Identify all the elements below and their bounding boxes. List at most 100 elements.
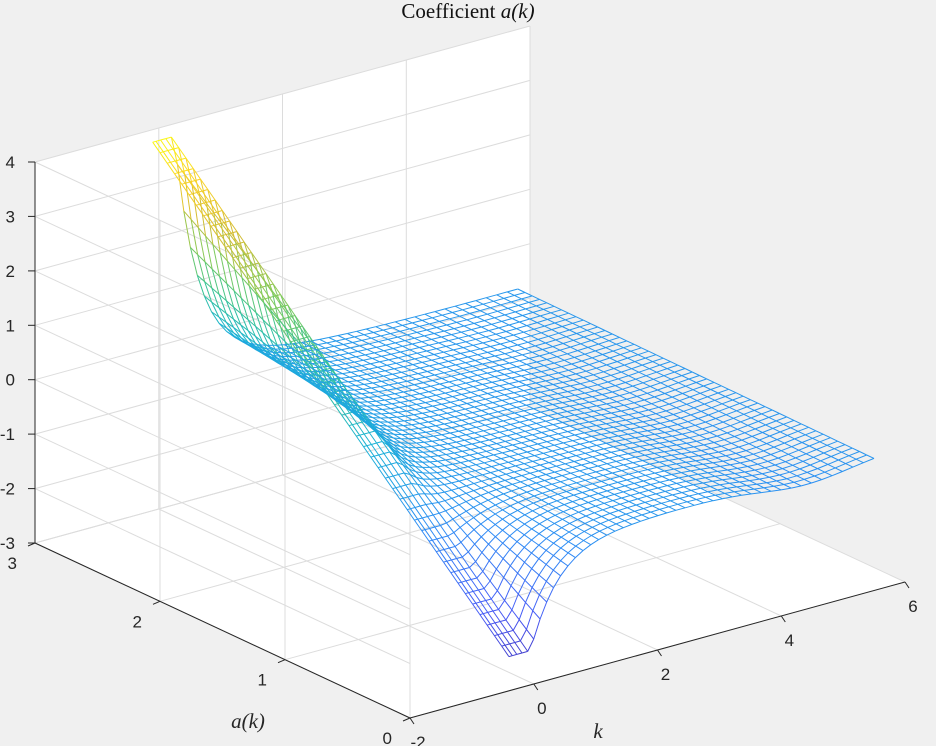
- mesh-line-const-k: [257, 346, 266, 352]
- mesh-line-const-a: [387, 388, 397, 391]
- mesh-line-const-k: [480, 601, 489, 613]
- mesh-line-const-k: [603, 371, 612, 376]
- mesh-line-const-k: [753, 453, 761, 459]
- mesh-line-const-a: [460, 350, 471, 354]
- mesh-line-const-k: [174, 173, 183, 185]
- mesh-line-const-a: [570, 383, 581, 387]
- mesh-line-const-a: [476, 313, 488, 318]
- mesh-line-const-k: [407, 459, 416, 467]
- mesh-line-const-a: [748, 439, 760, 445]
- mesh-line-const-a: [549, 349, 561, 354]
- mesh-line-const-k: [555, 507, 564, 513]
- mesh-line-const-k: [654, 472, 663, 477]
- mesh-line-const-k: [276, 307, 285, 319]
- mesh-line-const-k: [540, 315, 548, 320]
- mesh-line-const-a: [645, 354, 657, 359]
- mesh-line-const-k: [445, 418, 454, 423]
- mesh-line-const-k: [315, 378, 324, 384]
- mesh-line-const-a: [420, 416, 430, 419]
- mesh-line-const-k: [776, 439, 785, 444]
- mesh-line-const-k: [197, 254, 206, 263]
- mesh-line-const-k: [484, 424, 493, 430]
- mesh-line-const-k: [400, 456, 409, 465]
- mesh-line-const-a: [711, 403, 723, 409]
- mesh-line-const-a: [607, 523, 617, 528]
- mesh-line-const-k: [747, 424, 756, 430]
- z-tick-label: 3: [6, 207, 15, 226]
- mesh-line-const-k: [659, 481, 668, 487]
- mesh-line-const-a: [554, 442, 564, 446]
- mesh-line-const-a: [683, 407, 695, 412]
- mesh-line-const-k: [553, 532, 562, 538]
- mesh-line-const-a: [392, 345, 403, 350]
- mesh-line-const-k: [635, 477, 644, 482]
- mesh-line-const-a: [554, 511, 564, 516]
- mesh-line-const-k: [715, 457, 724, 462]
- mesh-line-const-k: [283, 330, 292, 342]
- mesh-line-const-a: [560, 531, 570, 538]
- mesh-line-const-a: [265, 273, 273, 291]
- mesh-line-const-a: [594, 330, 606, 335]
- mesh-line-const-k: [403, 420, 412, 426]
- mesh-line-const-a: [681, 371, 693, 377]
- mesh-line-const-k: [638, 412, 647, 417]
- mesh-line-const-a: [559, 451, 569, 455]
- mesh-line-const-a: [165, 136, 172, 140]
- mesh-line-const-k: [486, 624, 495, 636]
- mesh-line-const-a: [484, 422, 495, 426]
- mesh-line-const-k: [499, 431, 508, 437]
- mesh-line-const-k: [363, 359, 371, 365]
- mesh-line-const-k: [392, 327, 401, 332]
- mesh-line-const-k: [610, 374, 619, 380]
- mesh-line-const-k: [484, 357, 493, 363]
- mesh-line-const-k: [726, 432, 735, 437]
- mesh-line-const-k: [481, 326, 489, 332]
- mesh-line-const-k: [461, 419, 470, 425]
- mesh-line-const-k: [760, 457, 769, 462]
- mesh-line-const-a: [508, 381, 519, 385]
- mesh-line-const-a: [516, 514, 526, 520]
- mesh-line-const-k: [473, 529, 482, 538]
- mesh-line-const-a: [190, 219, 199, 255]
- mesh-line-const-a: [391, 401, 401, 405]
- mesh-line-const-a: [525, 495, 535, 500]
- mesh-line-const-k: [384, 477, 394, 489]
- mesh-line-const-a: [701, 407, 712, 412]
- mesh-line-const-a: [590, 486, 600, 491]
- mesh-line-const-k: [323, 352, 332, 358]
- mesh-line-const-k: [363, 334, 372, 339]
- mesh-line-const-k: [659, 364, 668, 370]
- mesh-line-const-a: [725, 392, 737, 397]
- mesh-line-const-a: [486, 416, 497, 421]
- mesh-line-const-a: [517, 425, 528, 429]
- mesh-line-const-k: [696, 499, 704, 504]
- mesh-line-const-k: [557, 433, 566, 438]
- mesh-line-const-a: [397, 334, 408, 338]
- mesh-line-const-k: [552, 424, 561, 429]
- mesh-line-const-k: [616, 361, 625, 366]
- mesh-line-const-a: [517, 341, 529, 346]
- mesh-line-const-k: [586, 329, 595, 335]
- mesh-line-const-a: [399, 375, 409, 379]
- mesh-line-const-a: [544, 444, 555, 448]
- mesh-line-const-a: [447, 532, 455, 537]
- mesh-line-const-a: [500, 301, 512, 306]
- mesh-line-const-a: [807, 468, 818, 473]
- mesh-line-const-a: [206, 213, 212, 216]
- mesh-line-const-k: [400, 442, 409, 449]
- mesh-line-const-a: [536, 420, 546, 424]
- mesh-line-const-a: [664, 449, 675, 453]
- mesh-line-const-a: [679, 396, 690, 402]
- mesh-line-const-k: [233, 290, 242, 299]
- mesh-line-const-k: [387, 389, 395, 395]
- mesh-line-const-a: [753, 450, 764, 455]
- mesh-line-const-k: [834, 467, 843, 472]
- mesh-line-const-a: [417, 396, 428, 400]
- mesh-line-const-k: [719, 428, 728, 434]
- mesh-line-const-a: [518, 399, 529, 403]
- mesh-line-const-k: [702, 428, 710, 433]
- mesh-line-const-a: [794, 434, 806, 440]
- mesh-line-const-k: [314, 354, 323, 359]
- mesh-line-const-a: [454, 414, 464, 418]
- mesh-line-const-a: [466, 506, 474, 512]
